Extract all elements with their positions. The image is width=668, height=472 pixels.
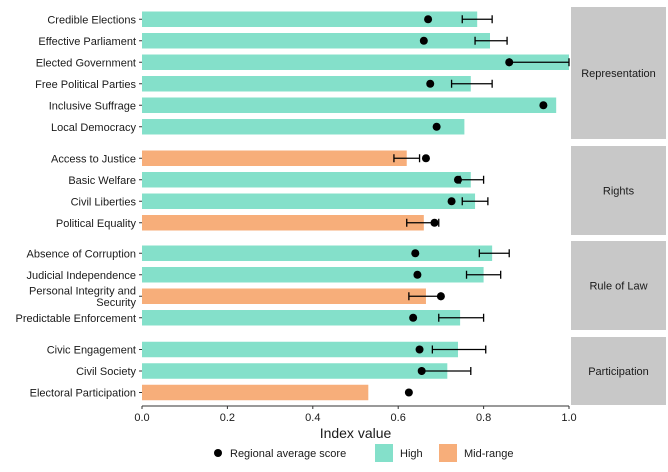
- avg-point-predictable-enforcement: [409, 313, 418, 322]
- facet-label-rule-of-law: Rule of Law: [589, 281, 647, 293]
- avg-point-personal-integrity-and-security: [436, 292, 445, 301]
- y-label-access-to-justice: Access to Justice: [51, 153, 136, 165]
- y-label-civic-engagement: Civic Engagement: [47, 345, 136, 357]
- y-label-civil-society: Civil Society: [76, 366, 136, 378]
- bar-political-equality: [142, 215, 424, 231]
- bar-elected-government: [142, 54, 569, 70]
- bar-basic-welfare: [142, 172, 471, 188]
- y-label-elected-government: Elected Government: [36, 57, 136, 69]
- bar-electoral-participation: [142, 384, 369, 401]
- facet-label-rights: Rights: [603, 186, 635, 198]
- facet-strip-participation: [571, 337, 666, 405]
- facet-strip-rights: [571, 146, 666, 235]
- facet-strip-rule-of-law: [571, 241, 666, 330]
- bar-access-to-justice: [142, 150, 407, 166]
- avg-point-local-democracy: [432, 122, 441, 131]
- bar-civil-society: [142, 363, 448, 379]
- legend-label-high: High: [400, 448, 423, 460]
- bar-absence-of-corruption: [142, 245, 493, 261]
- avg-point-absence-of-corruption: [411, 249, 420, 258]
- y-label-electoral-participation: Electoral Participation: [30, 388, 136, 400]
- y-label-credible-elections: Credible Elections: [47, 14, 136, 26]
- legend-label-mid-range: Mid-range: [464, 448, 514, 460]
- bar-civic-engagement: [142, 341, 458, 358]
- bar-civil-liberties: [142, 193, 476, 209]
- bar-effective-parliament: [142, 33, 491, 49]
- y-label-personal-integrity-and-security-line1: Personal Integrity and: [29, 285, 136, 297]
- bar-credible-elections: [142, 11, 478, 27]
- bar-inclusive-suffrage: [142, 97, 557, 113]
- y-label-personal-integrity-and-security-line2: Security: [96, 297, 136, 309]
- bar-personal-integrity-and-security: [142, 288, 426, 304]
- y-label-basic-welfare: Basic Welfare: [68, 175, 136, 187]
- legend-swatch-high: [375, 444, 393, 462]
- facet-strip-representation: [571, 7, 666, 139]
- legend-swatch-mid-range: [439, 444, 457, 462]
- y-label-inclusive-suffrage: Inclusive Suffrage: [49, 100, 136, 112]
- x-tick-label-0-8: 0.8: [476, 412, 491, 424]
- bar-local-democracy: [142, 119, 465, 135]
- facet-label-representation: Representation: [581, 68, 656, 80]
- x-tick-label-0-0: 0.0: [134, 412, 149, 424]
- x-tick-label-0-6: 0.6: [391, 412, 406, 424]
- avg-point-civic-engagement: [415, 345, 424, 354]
- y-label-local-democracy: Local Democracy: [51, 122, 136, 134]
- y-label-free-political-parties: Free Political Parties: [35, 79, 136, 91]
- avg-point-access-to-justice: [421, 154, 430, 163]
- y-label-absence-of-corruption: Absence of Corruption: [27, 248, 136, 260]
- y-label-effective-parliament: Effective Parliament: [38, 36, 136, 48]
- y-label-predictable-enforcement: Predictable Enforcement: [16, 313, 136, 325]
- avg-point-free-political-parties: [426, 79, 435, 88]
- bar-judicial-independence: [142, 267, 484, 283]
- avg-point-civil-society: [417, 367, 426, 375]
- bar-free-political-parties: [142, 76, 471, 92]
- y-label-political-equality: Political Equality: [56, 218, 137, 230]
- x-tick-label-1-0: 1.0: [561, 412, 576, 424]
- avg-point-elected-government: [505, 58, 514, 67]
- avg-point-inclusive-suffrage: [539, 101, 548, 110]
- x-tick-label-0-4: 0.4: [305, 412, 320, 424]
- legend-point-marker: [214, 449, 222, 457]
- x-tick-label-0-2: 0.2: [220, 412, 235, 424]
- x-axis-title: Index value: [320, 425, 392, 441]
- avg-point-judicial-independence: [413, 270, 422, 279]
- avg-point-civil-liberties: [447, 197, 456, 206]
- avg-point-political-equality: [430, 218, 439, 227]
- legend-point-label: Regional average score: [230, 448, 346, 460]
- avg-point-credible-elections: [424, 15, 433, 24]
- bar-predictable-enforcement: [142, 310, 461, 326]
- avg-point-effective-parliament: [419, 36, 428, 45]
- avg-point-electoral-participation: [404, 388, 413, 397]
- facet-label-participation: Participation: [588, 366, 649, 378]
- avg-point-basic-welfare: [453, 175, 462, 184]
- y-label-judicial-independence: Judicial Independence: [27, 270, 136, 282]
- y-label-civil-liberties: Civil Liberties: [71, 196, 137, 208]
